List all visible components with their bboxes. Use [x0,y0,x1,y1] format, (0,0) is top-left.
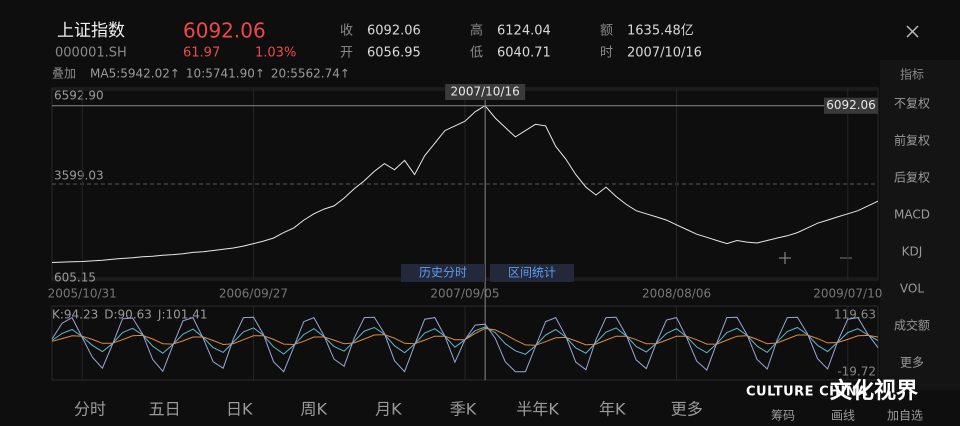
tool[interactable]: 筹码 [771,409,795,423]
ma-label: MA5:5942.02↑ [90,67,180,81]
y-tick-label: -19.72 [837,365,876,379]
stat-label: 时 [600,46,613,61]
y-tick-label: 605.15 [54,271,96,285]
tool[interactable]: 加自选 [887,409,923,423]
legend-label: J:101.41 [157,308,208,322]
sidebar-item[interactable]: 后复权 [894,171,930,185]
y-tick-label: 3599.03 [54,168,104,182]
stat-label: 低 [470,46,483,61]
sidebar-bg [880,60,960,390]
cursor-date-box [445,84,526,100]
sidebar-item[interactable]: 更多 [900,356,924,370]
chart-button-label[interactable]: 历史分时 [419,266,467,280]
change: 61.97 [183,46,220,61]
stat-value: 6040.71 [497,46,551,61]
sidebar-item[interactable]: VOL [900,282,924,296]
sidebar-item[interactable]: 不复权 [894,97,930,111]
sidebar-item[interactable]: 前复权 [894,133,930,148]
stat-label: 开 [340,46,353,61]
cursor-price: 6092.06 [826,98,876,112]
stat-label: 额 [600,24,613,39]
watermark-latin: CULTURE CHINA [746,385,868,400]
title: 上证指数 [57,21,125,41]
change-pct: 1.03% [255,46,296,61]
ma-label: 20:5562.74↑ [271,67,350,81]
tab[interactable]: 年K [599,400,626,419]
tab[interactable]: 日K [226,400,253,419]
x-tick-label: 2006/09/27 [219,287,288,301]
tool[interactable]: 画线 [831,409,855,423]
watermark-chinese: 文化视界 [830,378,918,404]
overlay-label: 叠加 [52,67,76,81]
zoom-in[interactable] [779,252,791,264]
stat-value: 6124.04 [497,24,551,39]
sidebar-title: 指标 [900,67,924,82]
tab[interactable]: 更多 [671,400,703,419]
close-button[interactable] [906,25,919,38]
tab[interactable]: 季K [450,400,477,419]
x-tick-label: 2009/07/10 [813,287,882,301]
legend-label: K:94.23 [52,308,98,322]
y-tick-label: 6592.90 [54,89,104,103]
y-tick-label: 119.63 [834,308,876,322]
legend-label: D:90.63 [104,308,152,322]
tab[interactable]: 分时 [74,400,106,419]
price-line [51,316,879,373]
x-tick-label: 2005/10/31 [48,287,117,301]
stat-value: 6092.06 [367,24,421,39]
chart-button[interactable] [490,264,574,282]
sidebar-item[interactable]: KDJ [902,245,923,259]
stat-value: 2007/10/16 [627,46,702,61]
x-tick-label: 2007/09/05 [430,287,499,301]
sidebar-item[interactable]: 成交额 [894,318,930,333]
tab[interactable]: 半年K [516,400,559,419]
price-line [51,105,879,263]
tab[interactable]: 月K [375,400,402,419]
x-tick-label: 2008/08/06 [642,287,711,301]
cursor-date: 2007/10/16 [451,85,520,99]
sidebar-item[interactable]: MACD [894,208,930,222]
tab[interactable]: 周K [301,400,328,419]
tab[interactable]: 五日 [149,400,181,419]
ma-label: 10:5741.90↑ [186,67,265,81]
code: 000001.SH [55,46,127,61]
stat-label: 高 [470,23,483,39]
stat-value: 6056.95 [367,46,421,61]
stat-value: 1635.48亿 [627,24,694,39]
stat-label: 收 [340,24,353,39]
cursor-price-box [824,97,878,114]
chart-button[interactable] [401,264,485,282]
price: 6092.06 [183,19,266,43]
chart-button-label[interactable]: 区间统计 [508,266,556,280]
